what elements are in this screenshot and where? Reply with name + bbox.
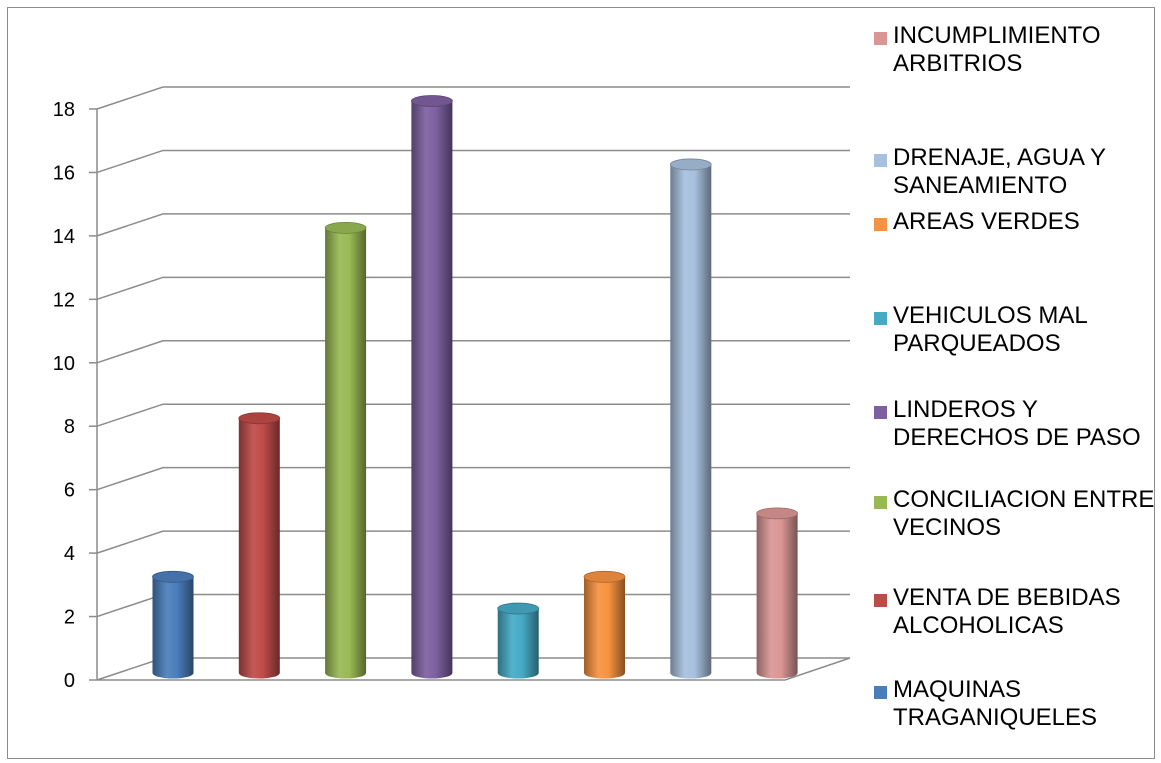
bar-cap [238, 412, 281, 425]
bar-cap [152, 570, 194, 583]
bar-cap [324, 221, 367, 234]
legend-label: AREAS VERDES [893, 208, 1080, 235]
gridline [96, 466, 850, 491]
y-axis-ticks: 0 2 4 6 8 10 12 14 16 18 [53, 99, 97, 692]
bar-cap [669, 158, 712, 171]
legend-swatch [874, 686, 887, 699]
bar [152, 570, 194, 679]
gridline [96, 149, 850, 174]
legend-swatch [874, 406, 887, 419]
legend-swatch [874, 154, 887, 167]
legend-swatch [874, 312, 887, 325]
gridline [96, 593, 850, 618]
legend-swatch [874, 594, 887, 607]
gridline [96, 86, 850, 110]
chart-frame [7, 7, 1155, 759]
bar-cap [410, 95, 453, 107]
bar-cap [583, 570, 626, 583]
bar-body [152, 576, 194, 679]
floor [96, 657, 851, 681]
gridline [96, 403, 850, 427]
bar-body [238, 418, 280, 679]
y-tick-label: 0 [64, 670, 75, 692]
bar-body [411, 101, 453, 679]
bar-cap [497, 602, 540, 615]
bar-body [670, 164, 712, 679]
legend-swatch [874, 218, 887, 231]
bar [756, 507, 798, 679]
bar-body [325, 227, 367, 679]
legend-label: CONCILIACION ENTRE VECINOS [893, 486, 1155, 541]
y-tick-label: 2 [64, 607, 75, 629]
bar [238, 412, 281, 679]
y-tick-label: 16 [53, 162, 75, 184]
y-tick-label: 14 [53, 226, 75, 248]
bar [410, 95, 453, 679]
bar [324, 221, 367, 679]
legend: INCUMPLIMIENTO ARBITRIOS DRENAJE, AGUA Y… [874, 18, 1159, 758]
legend-label: LINDEROS Y DERECHOS DE PASO [893, 396, 1141, 451]
legend-label: DRENAJE, AGUA Y SANEAMIENTO [893, 144, 1106, 199]
bar-body [497, 608, 539, 679]
y-tick-label: 4 [64, 543, 75, 565]
legend-label: VENTA DE BEBIDAS ALCOHOLICAS [893, 584, 1121, 639]
legend-label: INCUMPLIMIENTO ARBITRIOS [893, 22, 1101, 77]
y-tick-label: 18 [53, 99, 75, 121]
gridline [96, 276, 850, 301]
bar-cap [756, 507, 798, 520]
bar [497, 602, 540, 679]
bar [669, 158, 712, 679]
gridlines [96, 86, 850, 618]
bar [583, 570, 626, 679]
legend-label: MAQUINAS TRAGANIQUELES [893, 676, 1098, 731]
gridline [96, 213, 850, 237]
y-tick-label: 10 [53, 353, 75, 375]
gridline [96, 340, 850, 364]
bars [152, 95, 798, 679]
bar-body [584, 576, 625, 679]
y-tick-label: 12 [53, 289, 75, 311]
legend-swatch [874, 32, 887, 45]
bar-body [756, 513, 798, 679]
y-tick-label: 8 [64, 416, 75, 438]
y-tick-label: 6 [64, 480, 75, 502]
gridline [96, 530, 850, 554]
legend-swatch [874, 496, 887, 509]
legend-label: VEHICULOS MAL PARQUEADOS [893, 302, 1087, 357]
axes [96, 109, 851, 681]
